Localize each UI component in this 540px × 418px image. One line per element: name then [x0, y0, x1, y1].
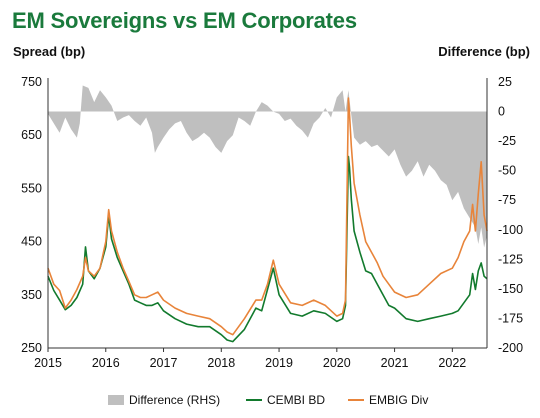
y2-tick-label: -75	[498, 193, 516, 207]
series-difference-area	[48, 85, 487, 248]
legend-swatch-area	[108, 395, 124, 405]
legend-swatch-cembi	[246, 399, 262, 401]
legend-item-embig: EMBIG Div	[348, 393, 428, 407]
x-tick-label: 2017	[150, 356, 178, 370]
y2-tick-label: -25	[498, 134, 516, 148]
y2-tick-label: -200	[498, 341, 523, 355]
x-tick-label: 2020	[323, 356, 351, 370]
y-tick-label: 550	[21, 181, 42, 195]
y-tick-label: 450	[21, 235, 42, 249]
y-tick-label: 250	[21, 341, 42, 355]
y2-tick-label: 25	[498, 75, 512, 89]
left-axis-label: Spread (bp)	[13, 44, 86, 59]
y2-tick-label: -50	[498, 164, 516, 178]
legend-item-difference: Difference (RHS)	[108, 393, 220, 407]
series-cembi-line	[47, 155, 488, 343]
legend-item-cembi: CEMBI BD	[246, 393, 325, 407]
y-tick-label: 350	[21, 288, 42, 302]
legend-label-difference: Difference (RHS)	[129, 393, 221, 407]
y2-tick-label: -100	[498, 223, 523, 237]
series-embig-line	[47, 97, 488, 336]
x-tick-label: 2015	[34, 356, 62, 370]
legend: Difference (RHS) CEMBI BD EMBIG Div	[0, 393, 540, 411]
x-tick-label: 2019	[265, 356, 293, 370]
x-tick-label: 2022	[438, 356, 466, 370]
legend-label-embig: EMBIG Div	[369, 393, 429, 407]
y2-tick-label: -175	[498, 311, 523, 325]
y-tick-label: 650	[21, 128, 42, 142]
x-tick-label: 2021	[381, 356, 409, 370]
x-tick-label: 2018	[207, 356, 235, 370]
legend-swatch-embig	[348, 399, 364, 401]
y2-tick-label: 0	[498, 105, 505, 119]
y2-tick-label: -150	[498, 282, 523, 296]
y-tick-label: 750	[21, 75, 42, 89]
x-tick-label: 2016	[92, 356, 120, 370]
legend-label-cembi: CEMBI BD	[267, 393, 326, 407]
y2-tick-label: -125	[498, 252, 523, 266]
right-axis-label: Difference (bp)	[438, 44, 530, 59]
chart-title: EM Sovereigns vs EM Corporates	[12, 8, 357, 33]
